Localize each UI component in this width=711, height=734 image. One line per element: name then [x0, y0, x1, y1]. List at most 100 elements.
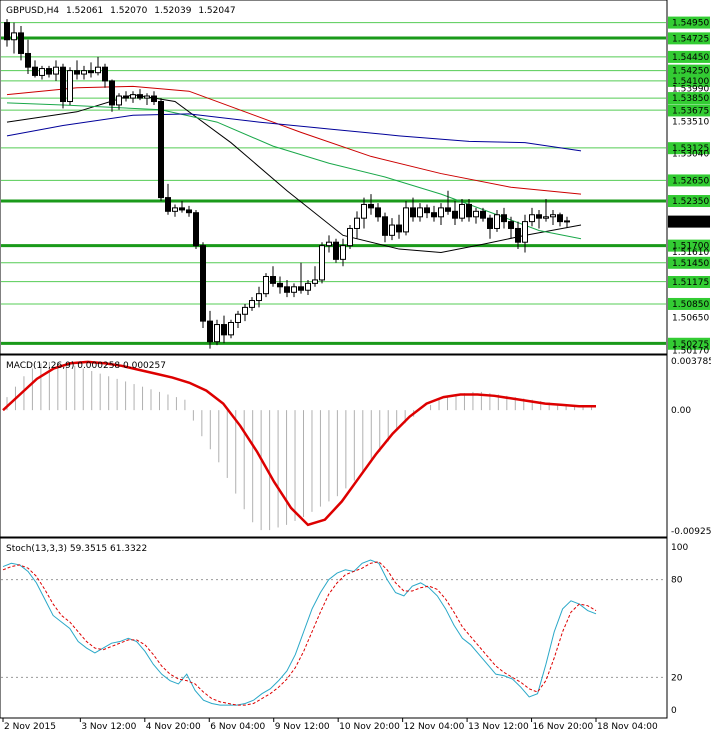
price-tag-bg — [668, 74, 710, 87]
price-panel-frame — [0, 0, 668, 355]
price-tick-label: 1.54250 — [672, 67, 709, 77]
candle-body — [221, 324, 227, 336]
candle-body — [543, 216, 549, 219]
stoch-main-line — [2, 559, 597, 706]
candle-body — [158, 101, 164, 199]
candle-body — [235, 313, 241, 323]
time-tick-label: 9 Nov 12:00 — [275, 722, 330, 732]
price-tag-bg — [668, 16, 710, 29]
candle-body — [193, 212, 199, 247]
candle-body — [74, 70, 80, 75]
price-tag-bg — [668, 104, 710, 117]
price-tick-label: 1.51450 — [672, 259, 709, 269]
candle-body — [508, 221, 514, 229]
candle-body — [536, 214, 542, 219]
candle-body — [46, 68, 52, 75]
candle-body — [417, 207, 423, 218]
low-value: 1.52039 — [154, 6, 191, 16]
macd-tick-label: -0.009252 — [671, 527, 711, 537]
price-tick-label: 1.54450 — [672, 53, 709, 63]
price-tick-label: 1.53510 — [672, 117, 709, 127]
symbol-name: GBPUSD,H4 — [6, 6, 59, 16]
candle-body — [4, 22, 10, 41]
time-tick-label: 3 Nov 12:00 — [81, 722, 136, 732]
candle-body — [501, 214, 507, 223]
candle-body — [326, 241, 332, 247]
stoch-tick-label: 80 — [671, 576, 683, 586]
candle-body — [165, 197, 171, 212]
macd-panel-frame — [0, 354, 668, 538]
candle-body — [487, 217, 493, 229]
price-tag-bg — [668, 297, 710, 310]
candle-body — [144, 95, 150, 99]
price-tick-label: 1.51610 — [672, 248, 709, 258]
time-axis: 2 Nov 2015 3 Nov 12:00 4 Nov 20:00 6 Nov 04… — [2, 718, 658, 732]
macd-panel: 0.003785 0.00 -0.009252 — [2, 357, 711, 537]
candle-body — [270, 276, 276, 284]
candle-body — [389, 224, 395, 236]
candle-body — [473, 210, 479, 218]
stoch-title: Stoch(13,3,3) 59.3515 61.3322 — [6, 544, 147, 554]
candle-body — [515, 227, 521, 243]
price-tick-label: 1.51700 — [672, 242, 709, 252]
price-tick-label: 1.51175 — [672, 278, 709, 288]
time-tick-label: 12 Nov 04:00 — [404, 722, 465, 732]
candle-body — [564, 220, 570, 223]
candle-body — [88, 70, 94, 74]
candle-body — [480, 210, 486, 219]
stoch-panel-frame — [0, 537, 668, 719]
candle-body — [557, 214, 563, 223]
price-tick-label: 1.50650 — [672, 314, 709, 324]
candle-body — [550, 214, 556, 218]
stoch-tick-label: 20 — [671, 673, 683, 683]
high-value: 1.52070 — [110, 6, 147, 16]
candle-body — [410, 207, 416, 218]
candle-body — [424, 207, 430, 214]
price-tick-label: 1.50275 — [672, 340, 709, 350]
price-tag-bg — [668, 276, 710, 288]
candle-body — [67, 70, 73, 103]
stoch-tick-label: 0 — [671, 706, 677, 716]
candle-body — [25, 52, 31, 68]
price-tag-bg — [668, 64, 710, 77]
price-tick-label: 1.53990 — [672, 84, 709, 94]
candle-body — [438, 207, 444, 218]
price-tick-label: 1.50170 — [672, 347, 709, 357]
candle-body — [284, 286, 290, 293]
candle-body — [354, 217, 360, 229]
candle-body — [60, 66, 66, 103]
candle-body — [172, 207, 178, 212]
candle-body — [116, 95, 122, 106]
candle-body — [312, 279, 318, 284]
candle-body — [340, 245, 346, 260]
time-tick-label: 6 Nov 04:00 — [210, 722, 265, 732]
current-price-tag — [668, 215, 710, 228]
candle-body — [39, 68, 45, 76]
candle-body — [494, 214, 500, 229]
candle-body — [256, 293, 262, 302]
macd-title: MACD(12,26,9) 0.000258 0.000257 — [6, 361, 166, 371]
candle-body — [396, 224, 402, 233]
candle-body — [249, 300, 255, 308]
price-tick-label: 1.53125 — [672, 144, 709, 154]
candle-body — [11, 32, 17, 41]
candle-body — [228, 321, 234, 336]
time-tick-label: 10 Nov 20:00 — [339, 722, 400, 732]
candle-body — [298, 286, 304, 291]
time-tick-label: 16 Nov 20:00 — [533, 722, 594, 732]
candle-body — [130, 94, 136, 99]
candle-body — [109, 80, 115, 106]
candle-body — [529, 214, 535, 223]
candle-body — [200, 245, 206, 322]
candle-body — [382, 216, 388, 236]
candle-body — [431, 212, 437, 218]
price-tag-bg — [668, 92, 710, 105]
candle-body — [403, 207, 409, 233]
candle-body — [186, 209, 192, 214]
moving-average-3 — [6, 113, 582, 152]
candle-body — [263, 276, 269, 295]
macd-signal-line — [2, 360, 596, 527]
candle-body — [445, 207, 451, 212]
close-value: 1.52047 — [198, 6, 235, 16]
price-tick-label: 1.53675 — [672, 106, 709, 116]
